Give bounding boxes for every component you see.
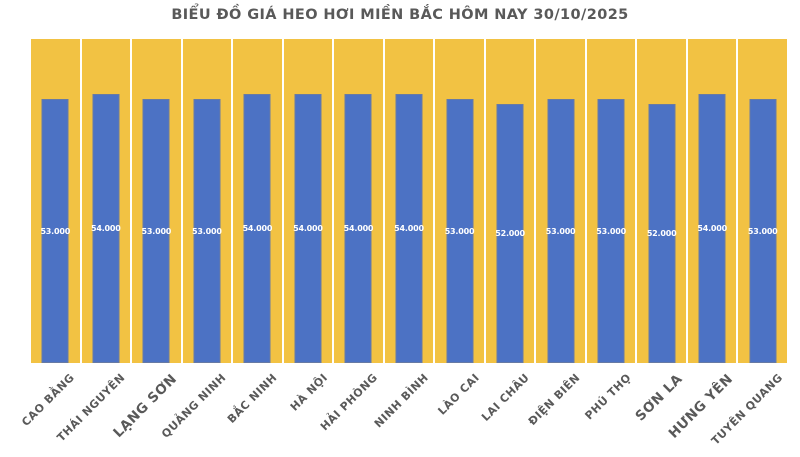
x-axis-label: TUYÊN QUANG: [708, 371, 785, 448]
x-axis-label: ĐIỆN BIÊN: [525, 371, 583, 428]
bar: 53.000: [444, 99, 475, 363]
bar-column: 53.000: [182, 39, 232, 363]
bar: 54.000: [90, 94, 121, 363]
bar-value-label: 54.000: [394, 224, 424, 233]
bar: 54.000: [394, 94, 424, 363]
bar-column: 53.000: [586, 39, 636, 363]
bar: 54.000: [697, 94, 728, 363]
bar: 53.000: [141, 99, 172, 363]
bar-column: 53.000: [31, 39, 80, 363]
bar-value-label: 54.000: [293, 224, 323, 233]
bar-column: 54.000: [334, 39, 383, 363]
x-axis-label: HẢI PHÒNG: [318, 371, 381, 434]
bar-value-label: 53.000: [747, 226, 778, 236]
bar-value-label: 53.000: [545, 226, 576, 236]
bar-column: 54.000: [283, 39, 333, 363]
x-axis-label: QUẢNG NINH: [159, 371, 230, 441]
bar-value-label: 52.000: [495, 229, 525, 238]
bar-column: 54.000: [233, 39, 282, 363]
bar-column: 54.000: [687, 39, 737, 363]
bar: 53.000: [40, 99, 71, 363]
x-axis-label: BẮC NINH: [224, 371, 280, 426]
bar-value-label: 54.000: [90, 224, 121, 233]
bar: 53.000: [747, 99, 778, 363]
bar-column: 53.000: [435, 39, 484, 363]
x-axis-label: HÀ NỘI: [287, 371, 331, 414]
bar: 53.000: [545, 99, 576, 363]
x-axis-label: LẠNG SƠN: [110, 371, 181, 441]
x-axis-label: LÀO CAI: [435, 371, 482, 418]
bar-value-label: 53.000: [40, 226, 71, 236]
bar-value-label: 53.000: [596, 226, 626, 236]
x-axis-label: HƯNG YÊN: [665, 371, 737, 442]
x-axis-label: THÁI NGUYÊN: [54, 371, 128, 445]
x-axis-label: LAI CHÂU: [479, 371, 533, 424]
bar: 52.000: [646, 104, 677, 363]
bar: 54.000: [242, 94, 273, 363]
x-axis-label: PHÚ THỌ: [581, 371, 634, 423]
bar-column: 54.000: [81, 39, 131, 363]
bar: 53.000: [192, 99, 222, 363]
x-axis-label: CAO BẰNG: [19, 371, 78, 429]
bar-value-label: 53.000: [192, 226, 222, 236]
x-axis-label: SƠN LA: [632, 371, 686, 425]
bar-value-label: 52.000: [646, 229, 677, 238]
bar: 52.000: [495, 104, 525, 363]
bar-column: 53.000: [738, 39, 787, 363]
bar-column: 52.000: [637, 39, 686, 363]
chart-title: BIỂU ĐỒ GIÁ HEO HƠI MIỀN BẮC HÔM NAY 30/…: [171, 7, 629, 23]
bar-value-label: 54.000: [242, 224, 273, 233]
bar-value-label: 54.000: [343, 224, 374, 233]
bar: 54.000: [293, 94, 323, 363]
plot-area: 53.000 54.000 53.000 53.000 54.000 54.000 54.0…: [31, 39, 787, 363]
bar-value-label: 54.000: [697, 224, 728, 233]
bar-column: 53.000: [536, 39, 585, 363]
bar-value-label: 53.000: [141, 226, 172, 236]
bar: 53.000: [596, 99, 626, 363]
bar: 54.000: [343, 94, 374, 363]
bar-value-label: 53.000: [444, 226, 475, 236]
x-axis-label: NINH BÌNH: [371, 371, 432, 431]
bar-column: 53.000: [132, 39, 181, 363]
bar-column: 52.000: [485, 39, 535, 363]
bar-column: 54.000: [384, 39, 434, 363]
